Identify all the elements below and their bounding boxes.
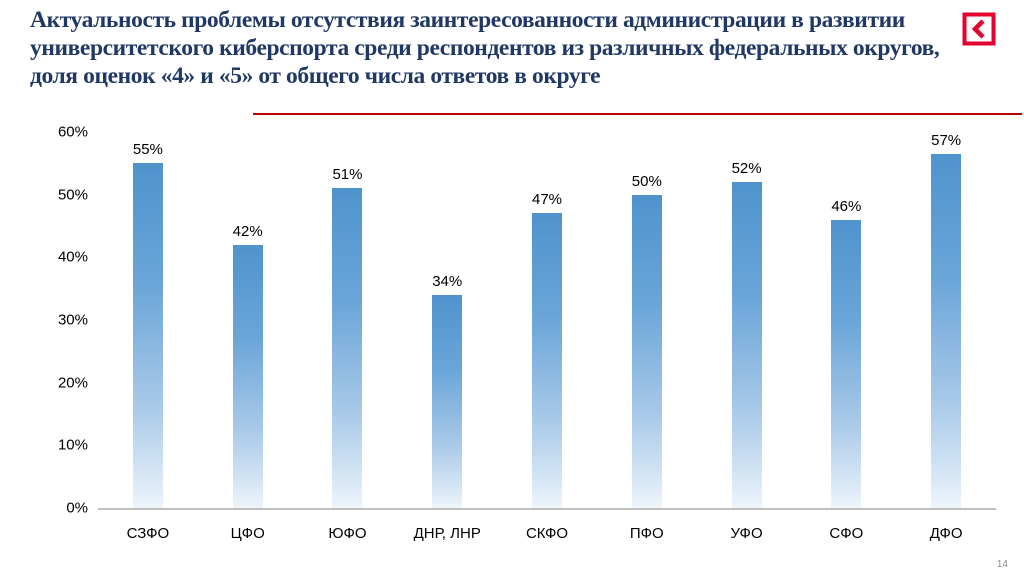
x-axis-label: ПФО	[629, 525, 664, 542]
bar-value-label: 50%	[631, 172, 662, 190]
x-axis-label: СКФО	[525, 525, 569, 542]
bar-column: 52%	[697, 132, 797, 508]
bar-value-label: 52%	[731, 160, 762, 178]
bar-value-label: 51%	[332, 166, 363, 184]
bar-value-label: 47%	[532, 191, 563, 209]
x-axis-label: УФО	[730, 525, 763, 542]
bar-column: 50%	[597, 132, 697, 508]
bar-column: 51%	[298, 132, 398, 508]
bar-column: 57%	[896, 132, 996, 508]
bar	[831, 219, 862, 508]
y-axis-tick-label: 50%	[57, 186, 88, 204]
bar-column: 34%	[397, 132, 497, 508]
bar	[432, 294, 463, 508]
bar	[332, 188, 363, 508]
logo-chevron-left-icon	[962, 12, 996, 46]
y-axis-tick-label: 10%	[57, 436, 88, 454]
bar-column: 42%	[198, 132, 298, 508]
bar	[631, 194, 662, 508]
y-axis-tick-label: 30%	[57, 311, 88, 329]
x-axis: СЗФО ЦФО ЮФО ДНР, ЛНР СКФО ПФО УФО СФО ДФО	[98, 525, 996, 542]
bar-chart: 0% 10% 20% 30% 40% 50% 60% 55% 42% 51% 34% 47% 50% 5…	[40, 122, 1004, 552]
slide-title: Актуальность проблемы отсутствия заинтер…	[30, 7, 940, 90]
x-axis-label: СЗФО	[126, 525, 170, 542]
x-axis-label: ЮФО	[328, 525, 367, 542]
bar	[132, 163, 163, 508]
bar-column: 46%	[796, 132, 896, 508]
title-underline	[253, 113, 1022, 115]
bar	[532, 213, 563, 508]
plot-area: 0% 10% 20% 30% 40% 50% 60% 55% 42% 51% 34% 47% 50% 5…	[58, 124, 996, 517]
x-axis-label: ДНР, ЛНР	[413, 525, 481, 542]
bar-value-label: 57%	[931, 132, 962, 149]
bar-value-label: 34%	[432, 272, 463, 290]
x-axis-label: ЦФО	[230, 525, 265, 542]
bar-value-label: 42%	[232, 222, 263, 240]
y-axis-tick-label: 40%	[57, 248, 88, 266]
bar-value-label: 46%	[831, 197, 862, 215]
y-axis-tick-label: 20%	[57, 374, 88, 392]
x-axis-label: СФО	[829, 525, 864, 542]
y-axis-tick-label: 0%	[66, 499, 88, 517]
bar-column: 47%	[497, 132, 597, 508]
y-axis-tick-label: 60%	[57, 123, 88, 141]
bar	[931, 154, 962, 508]
bar	[731, 182, 762, 508]
page-number: 14	[996, 559, 1008, 570]
bars-row: 55% 42% 51% 34% 47% 50% 52% 46% 57%	[98, 132, 996, 508]
bar-column: 55%	[98, 132, 198, 508]
bar	[232, 244, 263, 508]
bar-value-label: 55%	[132, 141, 163, 159]
x-axis-label: ДФО	[929, 525, 963, 542]
